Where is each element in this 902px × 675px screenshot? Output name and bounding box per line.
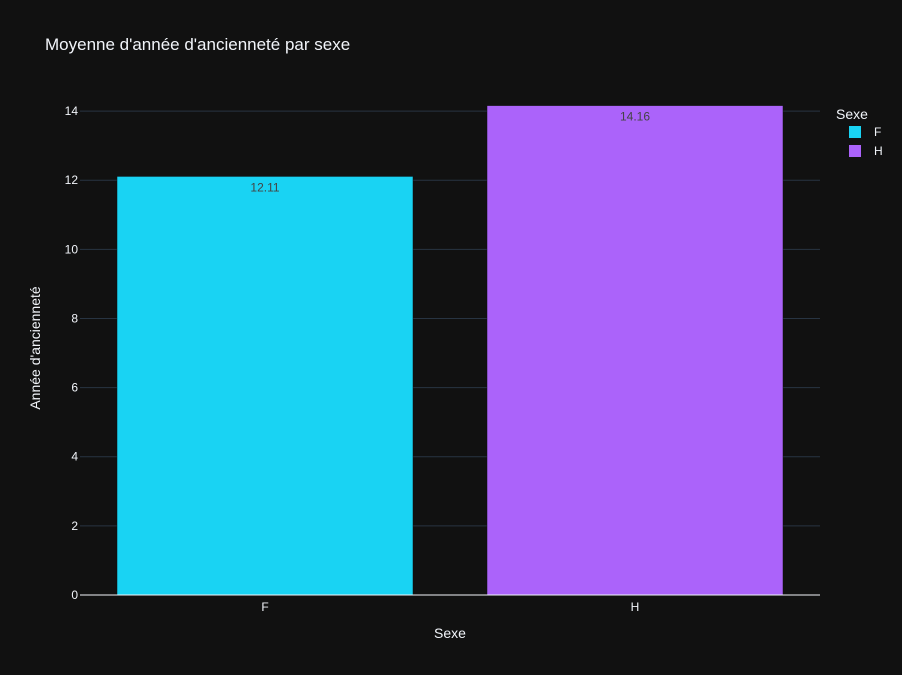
y-tick-label: 10 [65, 242, 79, 256]
y-axis-title: Année d'ancienneté [27, 286, 43, 410]
x-tick-label: H [631, 600, 640, 614]
y-tick-label: 4 [71, 450, 78, 464]
y-tick-label: 0 [71, 588, 78, 602]
bars [116, 105, 784, 596]
bar-f[interactable] [116, 176, 414, 596]
legend-title: Sexe [836, 106, 868, 122]
legend-swatch-f[interactable] [849, 126, 861, 138]
bar-h[interactable] [486, 105, 784, 596]
y-tick-label: 8 [71, 311, 78, 325]
y-axis-ticks: 0 2 4 6 8 10 12 14 [65, 104, 79, 602]
y-tick-label: 6 [71, 381, 78, 395]
y-tick-label: 14 [65, 104, 79, 118]
data-label-h: 14.16 [620, 110, 650, 124]
data-labels: 12.11 14.16 [250, 110, 650, 195]
x-tick-label: F [261, 600, 268, 614]
y-tick-label: 2 [71, 519, 78, 533]
data-label-f: 12.11 [250, 180, 279, 194]
legend-items: FH [849, 125, 883, 158]
x-axis-title: Sexe [434, 625, 466, 641]
legend-label-h[interactable]: H [874, 144, 883, 158]
legend-label-f[interactable]: F [874, 125, 881, 139]
chart-title: Moyenne d'année d'ancienneté par sexe [45, 35, 350, 54]
legend-swatch-h[interactable] [849, 145, 861, 157]
legend: Sexe FH [836, 106, 883, 158]
y-tick-label: 12 [65, 173, 79, 187]
